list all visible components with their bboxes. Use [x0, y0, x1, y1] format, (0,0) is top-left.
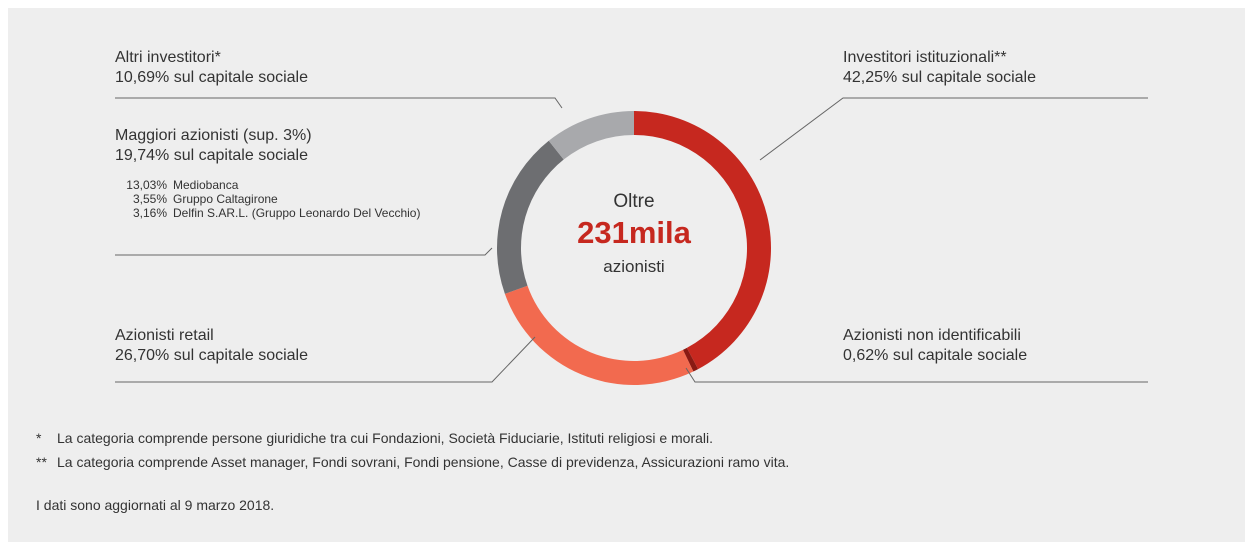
leader-line	[115, 97, 563, 109]
leader-line	[115, 247, 493, 256]
breakdown-value: 13,03%	[126, 178, 167, 192]
value-label: 26,70% sul capitale sociale	[115, 347, 308, 364]
slice	[634, 111, 771, 370]
breakdown-value: 3,55%	[133, 192, 167, 206]
leader-line	[685, 367, 1148, 383]
leader-line	[115, 336, 536, 383]
breakdown-name: Delfin S.AR.L. (Gruppo Leonardo Del Vecc…	[173, 206, 420, 220]
breakdown-value: 3,16%	[133, 206, 167, 220]
footnote: La categoria comprende Asset manager, Fo…	[57, 454, 789, 470]
slice	[682, 347, 699, 372]
note: I dati sono aggiornati al 9 marzo 2018.	[36, 497, 274, 513]
panel	[8, 8, 1245, 542]
slice-label: Altri investitori*	[115, 49, 221, 66]
footnote-mark: *	[36, 430, 42, 446]
breakdown-name: Gruppo Caltagirone	[173, 192, 278, 206]
center-figure: 231mila	[577, 215, 692, 250]
value-label: 10,69% sul capitale sociale	[115, 69, 308, 86]
leader-line	[759, 97, 1148, 161]
footnote: La categoria comprende persone giuridich…	[57, 430, 713, 446]
slice	[497, 140, 564, 294]
value-label: 0,62% sul capitale sociale	[843, 347, 1027, 364]
slice-label: Investitori istituzionali**	[843, 49, 1007, 66]
value-label: 42,25% sul capitale sociale	[843, 69, 1036, 86]
slice	[548, 111, 634, 160]
value-label: 19,74% sul capitale sociale	[115, 147, 308, 164]
slice-label: Azionisti non identificabili	[843, 327, 1021, 344]
breakdown-name: Mediobanca	[173, 178, 239, 192]
slice-label: Maggiori azionisti (sup. 3%)	[115, 127, 312, 144]
center-text: azionisti	[603, 257, 664, 276]
footnote-mark: **	[36, 454, 47, 470]
slice-label: Azionisti retail	[115, 327, 214, 344]
slice	[504, 285, 694, 385]
center-text: Oltre	[613, 191, 654, 212]
